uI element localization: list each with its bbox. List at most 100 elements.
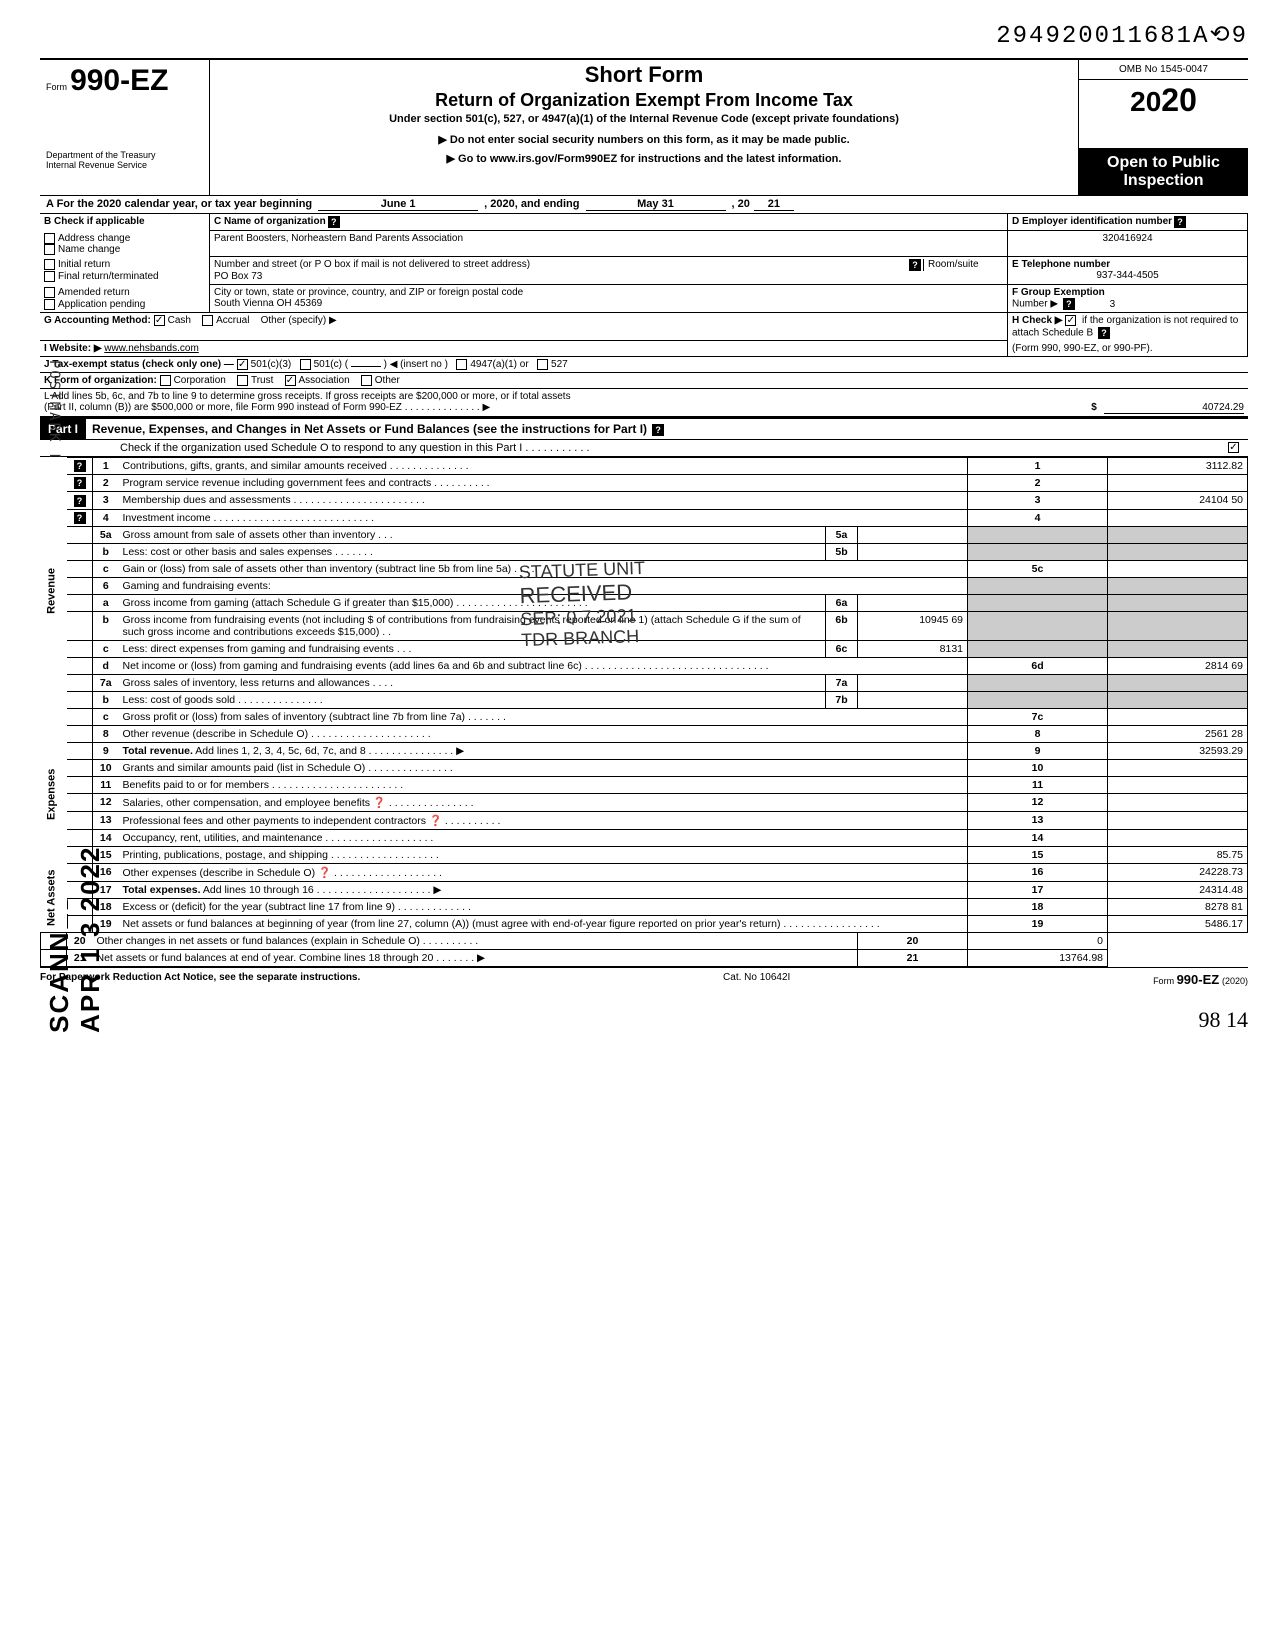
line-subval bbox=[858, 526, 968, 543]
line-num: 17 bbox=[968, 881, 1108, 898]
line-desc: Total revenue. Add lines 1, 2, 3, 4, 5c,… bbox=[119, 742, 968, 759]
colB-item-4: Amended return bbox=[58, 288, 130, 299]
line-num: 12 bbox=[968, 793, 1108, 811]
rowK-o4: Other bbox=[375, 375, 400, 386]
colB-item-5: Application pending bbox=[58, 299, 145, 310]
line-number: c bbox=[93, 708, 119, 725]
rowG-label: G Accounting Method: bbox=[44, 316, 151, 327]
chk-501c[interactable] bbox=[300, 359, 311, 370]
chk-amended[interactable] bbox=[44, 287, 55, 298]
line-desc: Less: direct expenses from gaming and fu… bbox=[119, 640, 826, 657]
line-desc: Printing, publications, postage, and shi… bbox=[119, 846, 968, 863]
side-label: Expenses bbox=[41, 725, 67, 863]
colB-item-2: Initial return bbox=[58, 260, 110, 271]
line-number: 11 bbox=[93, 776, 119, 793]
chk-527[interactable] bbox=[537, 359, 548, 370]
line-desc: Salaries, other compensation, and employ… bbox=[119, 793, 968, 811]
line-val: 0 bbox=[968, 932, 1108, 949]
line-desc: Membership dues and assessments . . . . … bbox=[119, 492, 968, 509]
line-val bbox=[1108, 509, 1248, 526]
line-number: 8 bbox=[93, 725, 119, 742]
line-subnum: 7a bbox=[826, 674, 858, 691]
line-subnum: 5a bbox=[826, 526, 858, 543]
ein-value: 320416924 bbox=[1008, 231, 1248, 257]
line-number: c bbox=[93, 560, 119, 577]
line-val bbox=[1108, 708, 1248, 725]
line-val: 32593.29 bbox=[1108, 742, 1248, 759]
chk-accrual[interactable] bbox=[202, 315, 213, 326]
city-label: City or town, state or province, country… bbox=[214, 287, 1003, 298]
rowL-text2: (Part II, column (B)) are $500,000 or mo… bbox=[44, 402, 1084, 414]
line-desc: Occupancy, rent, utilities, and maintena… bbox=[119, 829, 968, 846]
line-num: 1 bbox=[968, 457, 1108, 474]
line-number: 2 bbox=[93, 475, 119, 492]
line-desc: Net assets or fund balances at end of ye… bbox=[93, 949, 858, 966]
line-subnum: 5b bbox=[826, 543, 858, 560]
form-title: Short Form bbox=[216, 62, 1072, 88]
chk-corp[interactable] bbox=[160, 375, 171, 386]
line-desc: Other revenue (describe in Schedule O) .… bbox=[119, 725, 968, 742]
line-num: 8 bbox=[968, 725, 1108, 742]
line-num: 16 bbox=[968, 863, 1108, 881]
page-annotation: 98 14 bbox=[40, 1007, 1248, 1033]
line-number: 9 bbox=[93, 742, 119, 759]
line-number: b bbox=[93, 611, 119, 640]
chk-assoc[interactable] bbox=[285, 375, 296, 386]
rowJ-o2: 501(c) ( bbox=[314, 359, 348, 370]
city-value: South Vienna OH 45369 bbox=[214, 298, 1003, 309]
line-number: c bbox=[93, 640, 119, 657]
line-desc: Excess or (deficit) for the year (subtra… bbox=[119, 898, 968, 915]
chk-cash[interactable] bbox=[154, 315, 165, 326]
rowA-begin: June 1 bbox=[318, 198, 478, 211]
line-num: 18 bbox=[968, 898, 1108, 915]
chk-schedB[interactable] bbox=[1065, 315, 1076, 326]
help-icon: ? bbox=[1174, 216, 1186, 228]
line-desc: Gross income from fundraising events (no… bbox=[119, 611, 826, 640]
chk-address-change[interactable] bbox=[44, 233, 55, 244]
line-number: 1 bbox=[93, 457, 119, 474]
addr-value: PO Box 73 bbox=[214, 271, 1003, 282]
rowG-accrual: Accrual bbox=[216, 316, 249, 327]
line-subnum: 6a bbox=[826, 594, 858, 611]
form-subtitle: Return of Organization Exempt From Incom… bbox=[216, 90, 1072, 111]
help-icon: ? bbox=[328, 216, 340, 228]
chk-pending[interactable] bbox=[44, 299, 55, 310]
line-val: 2814 69 bbox=[1108, 657, 1248, 674]
line-desc: Total expenses. Add lines 10 through 16 … bbox=[119, 881, 968, 898]
chk-name-change[interactable] bbox=[44, 244, 55, 255]
rowJ-label: J Tax-exempt status (check only one) — bbox=[44, 359, 234, 370]
chk-trust[interactable] bbox=[237, 375, 248, 386]
rowA-label: A For the 2020 calendar year, or tax yea… bbox=[46, 198, 312, 211]
line-subval bbox=[858, 594, 968, 611]
line-desc: Gross profit or (loss) from sales of inv… bbox=[119, 708, 968, 725]
chk-scheduleO[interactable] bbox=[1228, 442, 1239, 453]
chk-4947[interactable] bbox=[456, 359, 467, 370]
footer-mid: Cat. No 10642I bbox=[723, 972, 790, 987]
grp-label2: Number ▶ bbox=[1012, 299, 1058, 310]
line-val: 8278 81 bbox=[1108, 898, 1248, 915]
chk-final-return[interactable] bbox=[44, 271, 55, 282]
open-public-2: Inspection bbox=[1081, 172, 1246, 190]
line-num: 7c bbox=[968, 708, 1108, 725]
line-desc: Less: cost of goods sold . . . . . . . .… bbox=[119, 691, 826, 708]
line-number: 5a bbox=[93, 526, 119, 543]
chk-501c3[interactable] bbox=[237, 359, 248, 370]
line-desc: Net assets or fund balances at beginning… bbox=[119, 915, 968, 932]
room-label: Room/suite bbox=[923, 259, 1003, 271]
rowJ-o3: 4947(a)(1) or bbox=[470, 359, 528, 370]
line-desc: Gross amount from sale of assets other t… bbox=[119, 526, 826, 543]
grp-label: F Group Exemption bbox=[1012, 287, 1105, 298]
line-desc: Net income or (loss) from gaming and fun… bbox=[119, 657, 968, 674]
omb-number: OMB No 1545-0047 bbox=[1079, 60, 1248, 80]
line-subnum: 7b bbox=[826, 691, 858, 708]
rowA-end-prefix: , 20 bbox=[732, 198, 750, 211]
chk-other-org[interactable] bbox=[361, 375, 372, 386]
rowJ-o1: 501(c)(3) bbox=[251, 359, 292, 370]
line-desc: Less: cost or other basis and sales expe… bbox=[119, 543, 826, 560]
line-subnum: 6b bbox=[826, 611, 858, 640]
line-desc: Gross income from gaming (attach Schedul… bbox=[119, 594, 826, 611]
line-subval: 8131 bbox=[858, 640, 968, 657]
help-icon: ? bbox=[74, 512, 86, 524]
chk-initial-return[interactable] bbox=[44, 259, 55, 270]
line-num: 19 bbox=[968, 915, 1108, 932]
